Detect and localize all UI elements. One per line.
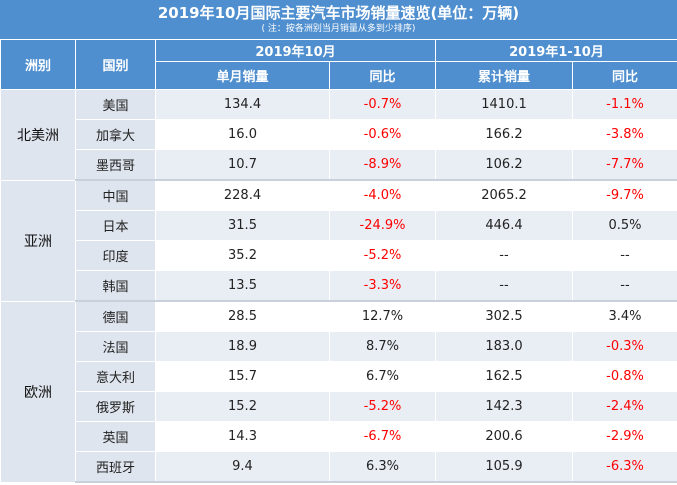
monthly-sales-cell: 13.5 xyxy=(155,270,330,302)
cumulative-sales-cell: 302.5 xyxy=(435,300,573,332)
table-row: 日本 31.5 -24.9% 446.4 0.5% xyxy=(1,210,677,241)
cumulative-sales-cell: -- xyxy=(435,270,573,302)
monthly-sales-cell: 31.5 xyxy=(155,210,330,241)
cumulative-sales-cell: 105.9 xyxy=(435,451,573,483)
yoy-cumulative-cell: -1.1% xyxy=(572,89,677,120)
monthly-sales-cell: 15.2 xyxy=(155,391,330,422)
table-note: ( 注：按各洲别当月销量从多到少排序) xyxy=(261,24,416,34)
yoy-monthly-cell: 12.7% xyxy=(329,300,436,332)
yoy-monthly-cell: 8.7% xyxy=(329,331,436,362)
country-cell: 俄罗斯 xyxy=(75,391,156,422)
cumulative-sales-cell: 183.0 xyxy=(435,331,573,362)
yoy-cumulative-cell: 0.5% xyxy=(572,210,677,241)
header-row-periods: 洲别 国别 2019年10月 2019年1-10月 xyxy=(0,39,677,90)
table-row: 意大利 15.7 6.7% 162.5 -0.8% xyxy=(1,361,677,392)
header-period-october: 2019年10月 xyxy=(155,39,436,62)
yoy-monthly-cell: -8.9% xyxy=(329,149,436,181)
country-cell: 法国 xyxy=(75,331,156,362)
header-yoy-cumulative: 同比 xyxy=(572,61,677,90)
table-row: 法国 18.9 8.7% 183.0 -0.3% xyxy=(1,331,677,362)
table-row: 亚洲 中国 228.4 -4.0% 2065.2 -9.7% xyxy=(0,179,677,302)
header-monthly-sales: 单月销量 xyxy=(155,61,330,90)
cumulative-sales-cell: 166.2 xyxy=(435,119,573,150)
yoy-monthly-cell: 6.3% xyxy=(329,451,436,483)
monthly-sales-cell: 16.0 xyxy=(155,119,330,150)
yoy-monthly-cell: -3.3% xyxy=(329,270,436,302)
yoy-cumulative-cell: -0.8% xyxy=(572,361,677,392)
cumulative-sales-cell: 446.4 xyxy=(435,210,573,241)
monthly-sales-cell: 134.4 xyxy=(155,89,330,120)
yoy-cumulative-cell: 3.4% xyxy=(572,300,677,332)
continent-cell: 北美洲 xyxy=(0,89,76,181)
yoy-cumulative-cell: -0.3% xyxy=(572,331,677,362)
country-cell: 英国 xyxy=(75,421,156,452)
yoy-monthly-cell: -4.0% xyxy=(329,179,436,211)
table-row: 俄罗斯 15.2 -5.2% 142.3 -2.4% xyxy=(1,391,677,422)
table-row: 西班牙 9.4 6.3% 105.9 -6.3% xyxy=(1,451,677,483)
monthly-sales-cell: 15.7 xyxy=(155,361,330,392)
yoy-monthly-cell: -0.6% xyxy=(329,119,436,150)
yoy-cumulative-cell: -- xyxy=(572,240,677,271)
cumulative-sales-cell: 200.6 xyxy=(435,421,573,452)
table-row: 欧洲 德国 28.5 12.7% 302.5 3.4% xyxy=(0,300,677,483)
yoy-monthly-cell: -24.9% xyxy=(329,210,436,241)
table-body: 北美洲 美国 134.4 -0.7% 1410.1 -1.1% 加拿大 16.0 -0.6% 16… xyxy=(0,89,677,483)
title-bar: 2019年10月国际主要汽车市场销量速览(单位：万辆) ( 注：按各洲别当月销量… xyxy=(0,0,677,39)
cumulative-sales-cell: 142.3 xyxy=(435,391,573,422)
monthly-sales-cell: 228.4 xyxy=(155,179,330,211)
table-row: 墨西哥 10.7 -8.9% 106.2 -7.7% xyxy=(1,149,677,181)
monthly-sales-cell: 14.3 xyxy=(155,421,330,452)
yoy-cumulative-cell: -9.7% xyxy=(572,179,677,211)
yoy-cumulative-cell: -3.8% xyxy=(572,119,677,150)
header-country: 国别 xyxy=(75,39,156,90)
continent-cell: 亚洲 xyxy=(0,179,76,302)
header-yoy-monthly: 同比 xyxy=(329,61,436,90)
table-row: 印度 35.2 -5.2% -- -- xyxy=(1,240,677,271)
header-period-ytd: 2019年1-10月 xyxy=(435,39,677,62)
country-cell: 德国 xyxy=(75,300,156,332)
yoy-monthly-cell: 6.7% xyxy=(329,361,436,392)
header-cumulative-sales: 累计销量 xyxy=(435,61,573,90)
monthly-sales-cell: 18.9 xyxy=(155,331,330,362)
cumulative-sales-cell: 2065.2 xyxy=(435,179,573,211)
country-cell: 日本 xyxy=(75,210,156,241)
header-row-metrics: 单月销量 同比 累计销量 同比 xyxy=(1,61,677,90)
country-cell: 印度 xyxy=(75,240,156,271)
page-title: 2019年10月国际主要汽车市场销量速览(单位：万辆) xyxy=(157,4,520,22)
cumulative-sales-cell: -- xyxy=(435,240,573,271)
yoy-cumulative-cell: -6.3% xyxy=(572,451,677,483)
table-row: 加拿大 16.0 -0.6% 166.2 -3.8% xyxy=(1,119,677,150)
yoy-cumulative-cell: -- xyxy=(572,270,677,302)
sales-table: 洲别 国别 2019年10月 2019年1-10月 单月销量 同比 累计销量 同… xyxy=(0,39,677,483)
table-row: 北美洲 美国 134.4 -0.7% 1410.1 -1.1% xyxy=(0,89,677,181)
country-cell: 墨西哥 xyxy=(75,149,156,181)
continent-cell: 欧洲 xyxy=(0,300,76,483)
monthly-sales-cell: 28.5 xyxy=(155,300,330,332)
country-cell: 西班牙 xyxy=(75,451,156,483)
table-row: 英国 14.3 -6.7% 200.6 -2.9% xyxy=(1,421,677,452)
yoy-monthly-cell: -5.2% xyxy=(329,240,436,271)
monthly-sales-cell: 10.7 xyxy=(155,149,330,181)
yoy-cumulative-cell: -7.7% xyxy=(572,149,677,181)
yoy-cumulative-cell: -2.9% xyxy=(572,421,677,452)
country-cell: 加拿大 xyxy=(75,119,156,150)
monthly-sales-cell: 9.4 xyxy=(155,451,330,483)
yoy-monthly-cell: -0.7% xyxy=(329,89,436,120)
country-cell: 中国 xyxy=(75,179,156,211)
table-row: 韩国 13.5 -3.3% -- -- xyxy=(1,270,677,302)
cumulative-sales-cell: 1410.1 xyxy=(435,89,573,120)
cumulative-sales-cell: 106.2 xyxy=(435,149,573,181)
cumulative-sales-cell: 162.5 xyxy=(435,361,573,392)
country-cell: 韩国 xyxy=(75,270,156,302)
monthly-sales-cell: 35.2 xyxy=(155,240,330,271)
yoy-monthly-cell: -6.7% xyxy=(329,421,436,452)
country-cell: 美国 xyxy=(75,89,156,120)
country-cell: 意大利 xyxy=(75,361,156,392)
header-continent: 洲别 xyxy=(0,39,76,90)
yoy-cumulative-cell: -2.4% xyxy=(572,391,677,422)
yoy-monthly-cell: -5.2% xyxy=(329,391,436,422)
